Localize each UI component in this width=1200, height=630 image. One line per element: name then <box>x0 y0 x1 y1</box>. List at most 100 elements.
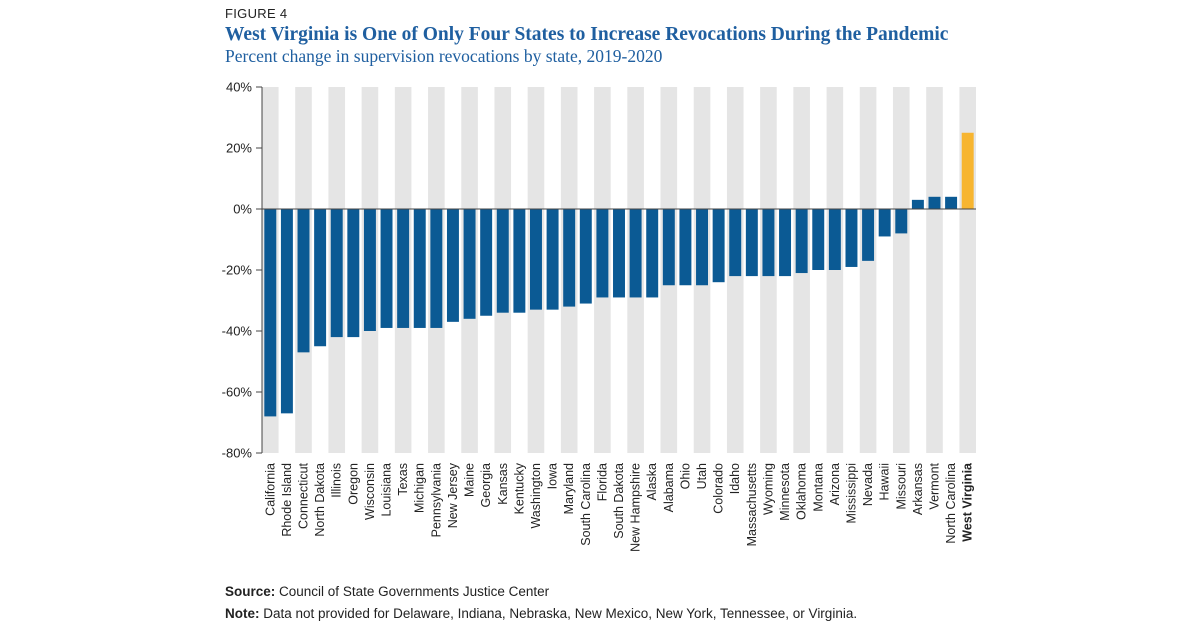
bar <box>629 209 642 298</box>
x-tick-label: Connecticut <box>297 462 311 529</box>
bar <box>729 209 742 277</box>
bar <box>712 209 725 283</box>
bar <box>679 209 692 286</box>
bar <box>297 209 310 353</box>
x-tick-label: Pennsylvania <box>429 463 443 537</box>
x-tick-label: South Dakota <box>612 463 626 539</box>
x-tick-label: Massachusetts <box>745 463 759 546</box>
x-tick-label: Nevada <box>861 463 875 506</box>
bar <box>563 209 576 307</box>
bar <box>596 209 609 298</box>
y-tick-label: -20% <box>222 263 253 278</box>
bar <box>828 209 841 270</box>
bar <box>480 209 493 316</box>
y-tick-label: 0% <box>233 202 252 217</box>
bar <box>363 209 376 331</box>
column-shade <box>859 87 877 453</box>
bar <box>529 209 542 310</box>
x-tick-label: Arizona <box>828 463 842 505</box>
x-tick-label: Ohio <box>678 463 692 489</box>
x-tick-label: Michigan <box>413 463 427 513</box>
y-tick-label: -40% <box>222 324 253 339</box>
column-shade <box>892 87 910 453</box>
x-tick-label: Rhode Island <box>280 463 294 537</box>
bar <box>446 209 459 322</box>
y-tick-label: -60% <box>222 385 253 400</box>
bar <box>945 196 958 209</box>
bar <box>413 209 426 328</box>
bar <box>496 209 509 313</box>
column-shade <box>926 87 943 453</box>
bar <box>696 209 709 286</box>
x-tick-label: Texas <box>396 463 410 496</box>
bar <box>779 209 792 277</box>
bar <box>513 209 526 313</box>
bar <box>928 196 941 209</box>
x-tick-label: Wyoming <box>761 463 775 515</box>
x-tick-label: New Jersey <box>446 462 460 528</box>
bar <box>895 209 908 234</box>
x-tick-label: Idaho <box>728 463 742 494</box>
y-axis: 40% 20% 0% -20% -40% -60% -80% <box>222 80 976 461</box>
source-text: Council of State Governments Justice Cen… <box>279 584 550 599</box>
bar <box>878 209 891 237</box>
y-tick-label: 20% <box>226 141 252 156</box>
note-text: Data not provided for Delaware, Indiana,… <box>263 606 858 621</box>
x-tick-label: Oklahoma <box>795 463 809 520</box>
x-tick-label: Kansas <box>496 463 510 505</box>
bar <box>546 209 559 310</box>
bar <box>314 209 327 347</box>
x-tick-label: Georgia <box>479 463 493 508</box>
x-tick-label: Maryland <box>562 463 576 514</box>
x-tick-label: North Dakota <box>313 463 327 537</box>
bar <box>579 209 592 304</box>
x-tick-label: Minnesota <box>778 463 792 521</box>
x-tick-label: Vermont <box>927 462 941 509</box>
x-tick-label: Florida <box>595 463 609 501</box>
x-tick-label: South Carolina <box>579 463 593 546</box>
bar <box>330 209 343 338</box>
bar <box>463 209 476 319</box>
bar <box>762 209 775 277</box>
x-tick-label: Maine <box>463 463 477 497</box>
x-tick-label: Kentucky <box>512 462 526 514</box>
bar <box>911 199 924 209</box>
x-tick-label: Wisconsin <box>363 463 377 520</box>
x-tick-label: Alabama <box>662 463 676 512</box>
x-tick-label: Oregon <box>346 463 360 505</box>
y-tick-label: 40% <box>226 80 252 95</box>
x-axis-labels: California Rhode Island Connecticut North D… <box>263 462 974 552</box>
bar <box>961 132 974 209</box>
x-tick-label: North Carolina <box>944 463 958 544</box>
source-line: Source: Council of State Governments Jus… <box>225 584 549 599</box>
x-tick-label: Washington <box>529 463 543 529</box>
x-tick-label: Montana <box>811 463 825 512</box>
bar <box>812 209 825 270</box>
x-tick-label: Arkansas <box>911 463 925 515</box>
source-label: Source: <box>225 584 276 599</box>
chart-title: West Virginia is One of Only Four States… <box>225 24 949 45</box>
x-tick-label: Hawaii <box>878 463 892 501</box>
bar <box>347 209 360 338</box>
x-tick-label: Colorado <box>712 463 726 514</box>
bar <box>662 209 675 286</box>
bar <box>745 209 758 277</box>
x-tick-label: West Virginia <box>961 462 975 542</box>
bar <box>397 209 410 328</box>
figure-label: FIGURE 4 <box>225 6 288 21</box>
bar <box>646 209 659 298</box>
bar <box>795 209 808 274</box>
x-tick-label: Illinois <box>330 463 344 498</box>
x-tick-label: Iowa <box>546 463 560 489</box>
bar <box>264 209 277 417</box>
x-tick-label: New Hampshire <box>629 463 643 552</box>
bar <box>380 209 393 328</box>
x-tick-label: Mississippi <box>844 463 858 523</box>
x-tick-label: California <box>263 463 277 516</box>
note-label: Note: <box>225 606 260 621</box>
x-tick-label: Alaska <box>645 463 659 501</box>
chart-subtitle: Percent change in supervision revocation… <box>225 46 663 66</box>
bar <box>862 209 875 261</box>
note-line: Note: Data not provided for Delaware, In… <box>225 606 857 621</box>
